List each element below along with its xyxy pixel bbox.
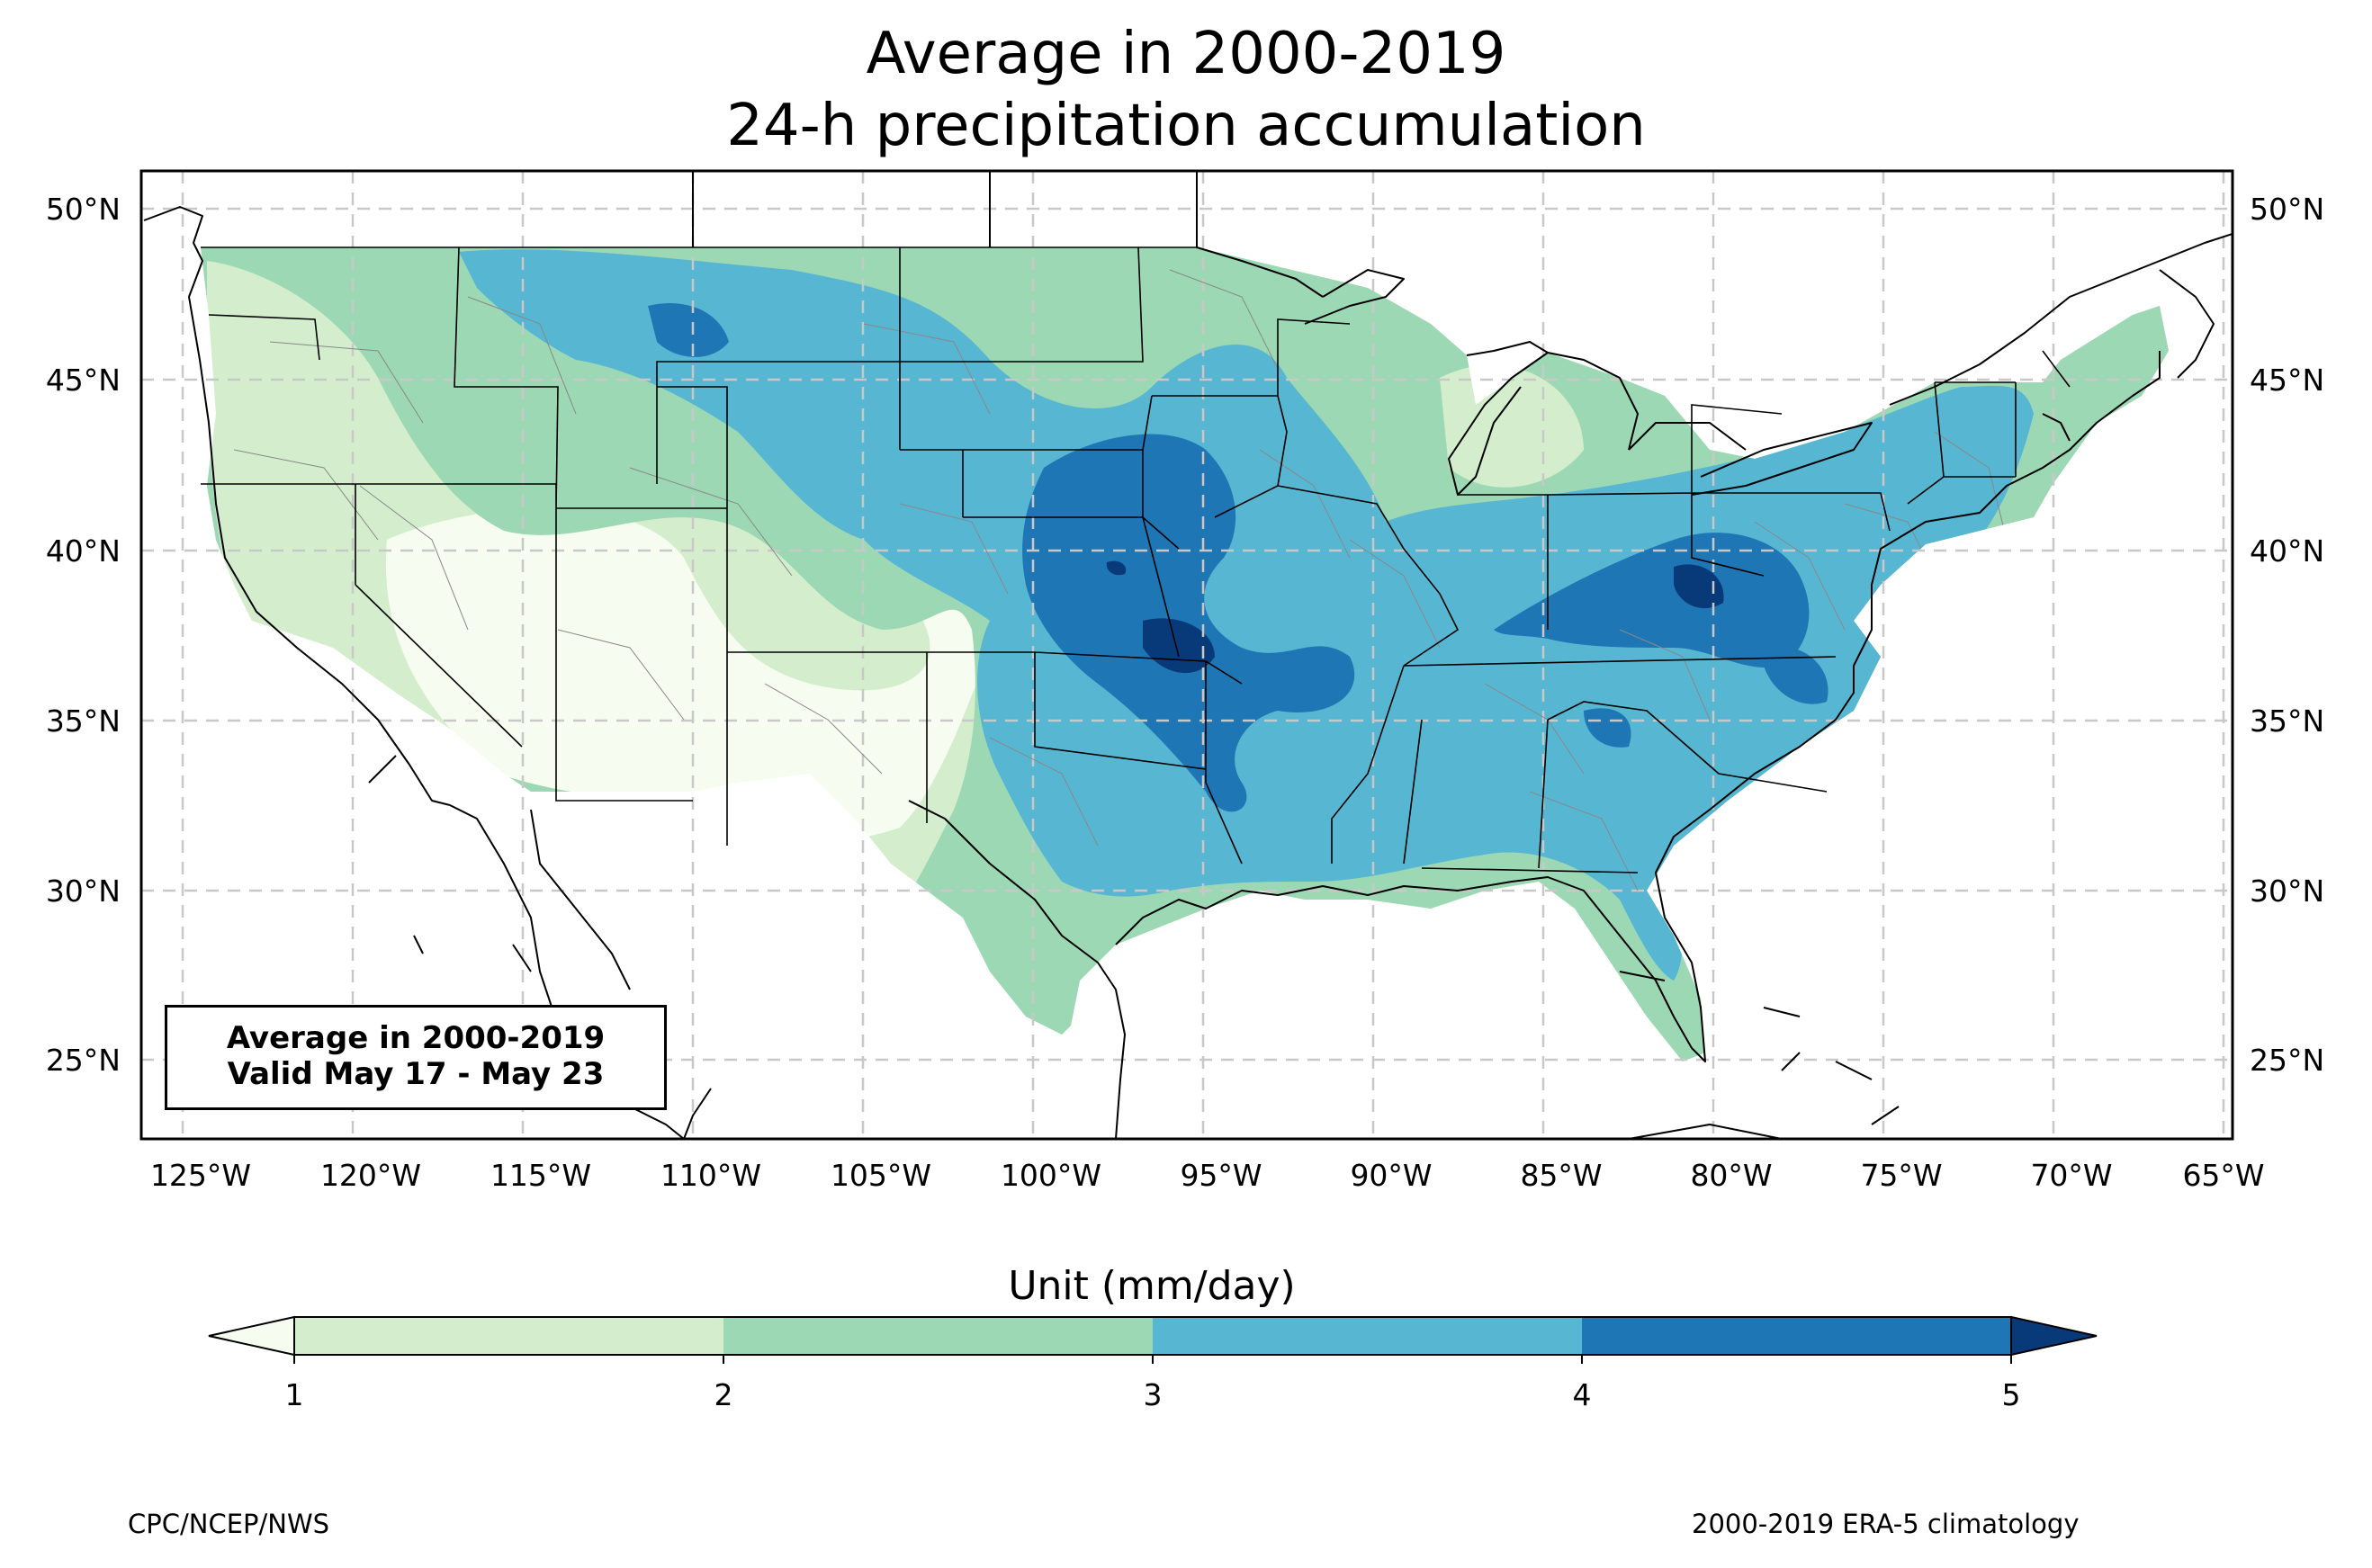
lon-tick-label: 120°W [320, 1158, 421, 1193]
lat-tick-label: 50°N [2250, 192, 2324, 227]
valid-period-dates: Valid May 17 - May 23 [227, 1056, 605, 1092]
lat-tick-label: 30°N [2250, 874, 2324, 909]
colorbar-extend-high [2010, 1315, 2098, 1357]
map-frame [139, 169, 2234, 1141]
colorbar: 1 2 3 4 5 [208, 1315, 2098, 1412]
map-title: Average in 2000-2019 [866, 21, 1506, 87]
lon-tick-label: 110°W [660, 1158, 761, 1193]
map-subtitle: 24-h precipitation accumulation [726, 93, 1646, 159]
lon-tick-label: 125°W [150, 1158, 251, 1193]
footer-source: CPC/NCEP/NWS [128, 1509, 330, 1539]
lon-tick-label: 115°W [490, 1158, 591, 1193]
lat-tick-label: 35°N [2250, 703, 2324, 739]
state-boundaries [201, 246, 2071, 874]
colorbar-tick-label: 5 [2002, 1377, 2021, 1412]
lon-tick-label: 65°W [2182, 1158, 2264, 1193]
colorbar-segment [1153, 1317, 1582, 1355]
lat-tick-label: 35°N [46, 703, 121, 739]
precip-band-3-4 [459, 249, 2034, 981]
lat-tick-label: 25°N [2250, 1043, 2324, 1078]
colorbar-tick-label: 4 [1573, 1377, 1592, 1412]
precip-band-above-5 [1106, 560, 1724, 674]
lon-tick-label: 70°W [2030, 1158, 2112, 1193]
lon-tick-label: 95°W [1180, 1158, 1262, 1193]
lat-tick-label: 30°N [46, 874, 121, 909]
colorbar-tick-label: 1 [285, 1377, 304, 1412]
lat-tick-label: 40°N [46, 533, 121, 569]
lat-tick-label: 40°N [2250, 533, 2324, 569]
colorbar-tick-label: 2 [714, 1377, 733, 1412]
colorbar-segment [723, 1317, 1153, 1355]
footer-dataset: 2000-2019 ERA-5 climatology [1692, 1509, 2080, 1539]
lon-tick-label: 105°W [831, 1158, 931, 1193]
colorbar-segment [1582, 1317, 2011, 1355]
colorbar-label: Unit (mm/day) [1008, 1263, 1296, 1309]
valid-period-title: Average in 2000-2019 [226, 1020, 606, 1056]
lon-tick-label: 80°W [1690, 1158, 1772, 1193]
colorbar-extend-low [208, 1315, 295, 1357]
lon-tick-label: 75°W [1860, 1158, 1942, 1193]
latitude-ticks-right: 50°N 45°N 40°N 35°N 30°N 25°N [2250, 192, 2324, 1078]
colorbar-tick-label: 3 [1144, 1377, 1163, 1412]
colorbar-segment [294, 1317, 723, 1355]
valid-period-box: Average in 2000-2019 Valid May 17 - May … [165, 1005, 667, 1110]
lon-tick-label: 85°W [1520, 1158, 1602, 1193]
lat-tick-label: 45°N [2250, 363, 2324, 398]
latitude-ticks-left: 50°N 45°N 40°N 35°N 30°N 25°N [46, 192, 121, 1078]
lat-tick-label: 45°N [46, 363, 121, 398]
lat-tick-label: 50°N [46, 192, 121, 227]
lat-tick-label: 25°N [46, 1043, 121, 1078]
longitude-ticks: 125°W 120°W 115°W 110°W 105°W 100°W 95°W… [150, 1158, 2265, 1193]
precip-band-4-5 [648, 302, 1828, 812]
lon-tick-label: 100°W [1001, 1158, 1101, 1193]
lon-tick-label: 90°W [1350, 1158, 1432, 1193]
